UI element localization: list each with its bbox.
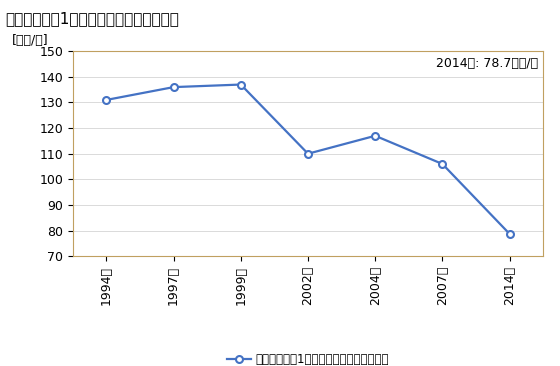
Text: 2014年: 78.7万円/㎡: 2014年: 78.7万円/㎡: [436, 57, 539, 70]
小売業の店血1平米当たり年間商品販売額: [170, 85, 177, 89]
Text: 小売業の店血1平米当たり年間商品販売額: 小売業の店血1平米当たり年間商品販売額: [6, 11, 179, 26]
小売業の店血1平米当たり年間商品販売額: [506, 232, 513, 236]
小売業の店血1平米当たり年間商品販売額: [237, 82, 244, 87]
小売業の店血1平米当たり年間商品販売額: [305, 152, 311, 156]
Line: 小売業の店血1平米当たり年間商品販売額: 小売業の店血1平米当たり年間商品販売額: [103, 81, 513, 238]
Text: [万円/㎡]: [万円/㎡]: [12, 34, 48, 47]
小売業の店血1平米当たり年間商品販売額: [439, 162, 446, 166]
小売業の店血1平米当たり年間商品販売額: [103, 98, 110, 102]
小売業の店血1平米当たり年間商品販売額: [372, 134, 379, 138]
Legend: 小売業の店血1平米当たり年間商品販売額: 小売業の店血1平米当たり年間商品販売額: [222, 348, 394, 366]
